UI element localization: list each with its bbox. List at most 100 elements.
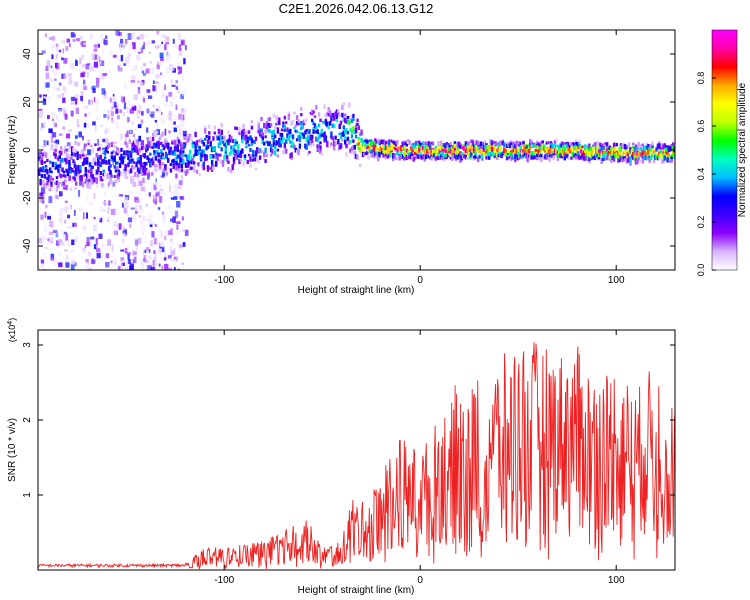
spectrogram-ridge-cell [55, 180, 59, 186]
spectrogram-ridge-cell [190, 158, 193, 165]
spectrogram-noise-cell [76, 174, 82, 180]
spectrogram-ridge-cell [140, 170, 144, 174]
spectrogram-ridge-cell [204, 153, 207, 159]
spectrogram-noise-cell [83, 268, 88, 270]
spectrogram-ridge-cell [555, 149, 558, 154]
spectrogram-ridge-cell [199, 152, 203, 157]
spectrogram-ridge-cell [670, 154, 673, 157]
spectrogram-ridge-cell [519, 148, 522, 153]
spectrogram-ridge-cell [103, 150, 107, 156]
spectrogram-ridge-cell [252, 154, 255, 158]
spectrogram-ridge-cell [522, 144, 525, 149]
spectrogram-ridge-cell [197, 151, 200, 154]
spectrogram-ridge-cell [151, 145, 155, 149]
spectrogram-ridge-cell [423, 146, 426, 151]
spectrogram-ridge-cell [230, 145, 233, 150]
spectrogram-ridge-cell [315, 104, 318, 110]
spectrogram-ridge-cell [400, 145, 403, 149]
spectrogram-noise-cell [64, 249, 68, 252]
spectrogram-noise-cell [161, 90, 165, 96]
spectrogram-noise-cell [49, 151, 53, 157]
spectrogram-noise-cell [121, 262, 125, 266]
spectrogram-ridge-cell [42, 166, 45, 171]
spectrogram-noise-cell [67, 148, 70, 152]
spectrogram-ridge-cell [481, 157, 484, 161]
spectrogram-noise-cell [161, 34, 166, 38]
spectrogram-noise-cell [137, 124, 142, 129]
spectrogram-ridge-cell [606, 155, 609, 161]
spectrogram-ridge-cell [456, 154, 459, 160]
spectrogram-ridge-cell [518, 140, 521, 145]
spectrogram-noise-cell [130, 175, 135, 183]
spectrogram-noise-cell [154, 119, 158, 123]
spectrogram-ridge-cell [541, 140, 544, 144]
spectrogram-noise-cell [89, 99, 93, 106]
spectrogram-noise-cell [111, 117, 114, 124]
spectrogram-ridge-cell [221, 136, 225, 140]
figure-title: C2E1.2026.042.06.13.G12 [279, 1, 434, 16]
spectrogram-ridge-cell [234, 126, 237, 130]
spectrogram-ridge-cell [121, 161, 125, 165]
spectrogram-ridge-cell [622, 159, 625, 162]
spectrogram-ridge-cell [431, 149, 435, 154]
spectrogram-ridge-cell [575, 141, 579, 147]
spectrogram-ridge-cell [353, 153, 356, 159]
spectrogram-ridge-cell [72, 159, 75, 164]
spectrogram-noise-cell [67, 73, 72, 78]
spectrogram-ridge-cell [552, 144, 555, 148]
spectrogram-ridge-cell [536, 156, 539, 161]
spectrogram-ridge-cell [286, 133, 289, 138]
spectrogram-ridge-cell [267, 141, 270, 146]
spectrogram-noise-cell [129, 108, 134, 114]
spectrogram-ridge-cell [278, 137, 281, 143]
spectrogram-ridge-cell [282, 136, 285, 141]
spectrogram-ridge-cell [128, 159, 131, 164]
spectrogram-noise-cell [51, 111, 56, 118]
spectrogram-ridge-cell [584, 149, 587, 153]
spectrogram-ridge-cell [125, 150, 129, 156]
colorbar-tick-label: 0.6 [696, 120, 706, 133]
spectrogram-ridge-cell [58, 164, 61, 168]
spectrogram-ridge-cell [560, 155, 564, 159]
spectrogram-ridge-cell [186, 137, 189, 143]
spectrogram-ridge-cell [359, 138, 362, 142]
spectrogram-ridge-cell [463, 149, 466, 155]
spectrogram-noise-cell [90, 236, 95, 240]
spectrogram-ridge-cell [592, 152, 595, 157]
spectrogram-ridge-cell [149, 159, 152, 163]
spectrogram-noise-cell [38, 151, 42, 158]
spectrogram-ridge-cell [562, 142, 565, 146]
spectrogram-ridge-cell [171, 150, 174, 156]
spectrogram-noise-cell [155, 81, 159, 84]
spectrogram-ridge-cell [356, 119, 359, 123]
spectrogram-ridge-cell [606, 152, 609, 158]
spectrogram-noise-cell [50, 253, 54, 258]
colorbar-tick-label: 0.4 [696, 168, 706, 181]
spectrogram-ridge-cell [235, 126, 238, 131]
spectrogram-noise-cell [124, 201, 129, 209]
spectrogram-ridge-cell [381, 143, 384, 148]
spectrogram-noise-cell [156, 31, 160, 35]
spectrogram-ridge-cell [638, 159, 642, 163]
spectrogram-ridge-cell [549, 143, 553, 146]
spectrogram-ridge-cell [128, 139, 131, 143]
spectrogram-ridge-cell [90, 175, 93, 181]
spectrogram-ridge-cell [424, 141, 428, 146]
spectrogram-ridge-cell [190, 137, 193, 141]
spectrogram-ridge-cell [361, 151, 365, 158]
spectrogram-ridge-cell [295, 138, 299, 142]
spectrogram-noise-cell [111, 100, 114, 107]
spectrogram-ridge-cell [512, 148, 516, 153]
spectrogram-ridge-cell [374, 142, 377, 146]
spectrogram-ridge-cell [131, 142, 134, 148]
spectrogram-ridge-cell [257, 124, 260, 128]
spectrogram-cells [38, 30, 675, 270]
spectrogram-ridge-cell [342, 130, 345, 134]
spectrogram-ridge-cell [586, 151, 590, 157]
spectrogram-ridge-cell [588, 148, 591, 151]
spectrogram-ridge-cell [167, 142, 170, 148]
spectrogram-ridge-cell [519, 142, 522, 147]
spectrogram-noise-cell [156, 64, 160, 70]
spectrogram-ridge-cell [276, 154, 280, 158]
spectrogram-ridge-cell [66, 154, 70, 159]
